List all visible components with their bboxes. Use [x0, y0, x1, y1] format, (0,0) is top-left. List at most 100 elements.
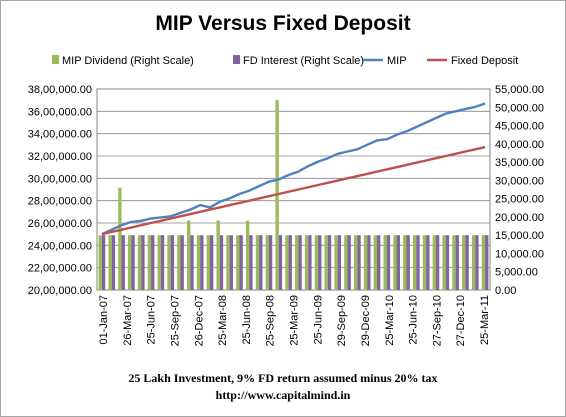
fd-interest-bar	[357, 235, 361, 290]
fd-interest-bar	[209, 235, 214, 290]
x-tick-label: 27-Dec-10	[455, 295, 467, 346]
mip-dividend-bar	[442, 235, 446, 290]
fd-interest-bar	[160, 235, 165, 290]
footer-line-1: 25 Lakh Investment, 9% FD return assumed…	[128, 371, 437, 385]
chart-title: MIP Versus Fixed Deposit	[155, 12, 410, 35]
legend-label: MIP Dividend (Right Scale)	[62, 55, 194, 67]
fd-interest-bar	[131, 235, 135, 290]
mip-dividend-bar	[344, 235, 348, 290]
fd-interest-bar	[426, 235, 430, 290]
mip-dividend-bar	[422, 235, 427, 290]
fd-interest-bar	[435, 235, 440, 290]
fd-interest-bar	[406, 235, 410, 290]
mip-dividend-bar	[216, 220, 220, 290]
mip-dividend-bar	[206, 235, 210, 290]
mip-dividend-bar	[412, 235, 417, 290]
mip-dividend-bar	[334, 235, 338, 290]
x-tick-label: 01-Jan-07	[98, 295, 110, 345]
fd-interest-bar	[180, 235, 184, 290]
right-tick-label: 40,000.00	[495, 139, 544, 151]
mip-dividend-bar	[373, 235, 378, 290]
right-tick-label: 35,000.00	[495, 157, 544, 169]
mip-dividend-bar	[147, 235, 152, 290]
left-tick-label: 20,00,000.00	[28, 285, 92, 297]
fd-interest-bar	[327, 235, 332, 290]
mip-dividend-bar	[226, 235, 230, 290]
mip-dividend-bar	[108, 235, 112, 290]
mip-dividend-bar	[98, 235, 102, 290]
fd-interest-bar	[475, 235, 479, 290]
x-tick-label: 25-Mar-08	[217, 295, 229, 346]
x-tick-label: 25-Mar-10	[384, 295, 396, 346]
fd-interest-bar	[377, 235, 381, 290]
mip-dividend-bar	[137, 235, 142, 290]
x-tick-label: 25-Jun-09	[312, 295, 324, 345]
bars	[98, 99, 489, 290]
x-axis: 01-Jan-07 26-Mar-07 25-Jun-07 25-Sep-07 26-D…	[98, 295, 491, 346]
mip-dividend-bar	[383, 235, 387, 290]
left-tick-label: 26,00,000.00	[28, 218, 92, 230]
fd-interest-bar	[141, 235, 145, 290]
x-tick-label: 29-Dec-09	[360, 295, 372, 346]
right-tick-label: 50,000.00	[495, 102, 544, 114]
right-tick-label: 0.00	[495, 285, 516, 297]
fd-interest-bar	[396, 235, 401, 290]
series-lines	[101, 102, 486, 236]
right-tick-label: 30,000.00	[495, 175, 544, 187]
fd-interest-bar	[278, 235, 283, 290]
fd-interest-bar	[101, 235, 106, 290]
x-tick-label: 25-Sep-08	[265, 295, 277, 346]
mip-dividend-bar	[481, 235, 486, 290]
fd-interest-bar	[268, 235, 273, 290]
left-tick-label: 34,00,000.00	[28, 129, 92, 141]
mip-dividend-bar	[265, 235, 269, 290]
right-tick-label: 15,000.00	[495, 230, 544, 242]
mip-dividend-bar	[304, 235, 309, 290]
mip-dividend-bar	[118, 187, 122, 290]
right-tick-label: 5,000.00	[495, 267, 538, 279]
fixed-deposit-line	[101, 145, 486, 236]
x-tick-label: 29-Sep-09	[336, 295, 348, 346]
fd-interest-bar	[249, 235, 253, 290]
mip-dividend-bar	[196, 235, 201, 290]
mip-dividend-bar	[363, 235, 368, 290]
footer-line-2: http://www.capitalmind.in	[216, 388, 351, 402]
left-tick-label: 38,00,000.00	[28, 84, 92, 96]
legend-label: MIP	[387, 55, 407, 67]
fd-interest-bar	[485, 235, 489, 290]
legend-label: Fixed Deposit	[451, 55, 518, 67]
fd-interest-bar	[288, 235, 292, 290]
fd-interest-bar	[445, 235, 450, 290]
left-tick-label: 22,00,000.00	[28, 263, 92, 275]
legend-swatch	[233, 55, 240, 64]
x-tick-label: 25-Jun-10	[408, 295, 420, 345]
fd-interest-bar	[229, 235, 233, 290]
fd-interest-bar	[367, 235, 371, 290]
fd-interest-bar	[455, 235, 459, 290]
fd-interest-bar	[318, 235, 322, 290]
x-tick-label: 25-Jun-08	[241, 295, 253, 345]
right-tick-label: 10,000.00	[495, 248, 544, 260]
mip-dividend-bar	[393, 235, 397, 290]
x-tick-label: 27-Sep-10	[431, 295, 443, 346]
mip-dividend-bar	[471, 235, 476, 290]
plot-area: 20,00,000.00 22,00,000.00 24,00,000.00 26,0…	[28, 84, 544, 346]
right-tick-label: 55,000.00	[495, 84, 544, 96]
x-tick-label: 26-Mar-07	[122, 295, 134, 346]
fd-interest-bar	[239, 235, 243, 290]
x-tick-label: 26-Dec-07	[193, 295, 205, 346]
mip-dividend-bar	[354, 235, 358, 290]
right-tick-label: 45,000.00	[495, 121, 544, 133]
left-tick-label: 32,00,000.00	[28, 151, 92, 163]
left-tick-label: 24,00,000.00	[28, 240, 92, 252]
fd-interest-bar	[170, 235, 175, 290]
fd-interest-bar	[416, 235, 420, 290]
mip-dividend-bar	[157, 235, 161, 290]
mip-dividend-bar	[177, 235, 181, 290]
fd-interest-bar	[121, 235, 125, 290]
fd-interest-bar	[259, 235, 263, 290]
mip-dividend-bar	[128, 235, 132, 290]
mip-dividend-bar	[285, 235, 289, 290]
mip-line	[101, 102, 486, 236]
